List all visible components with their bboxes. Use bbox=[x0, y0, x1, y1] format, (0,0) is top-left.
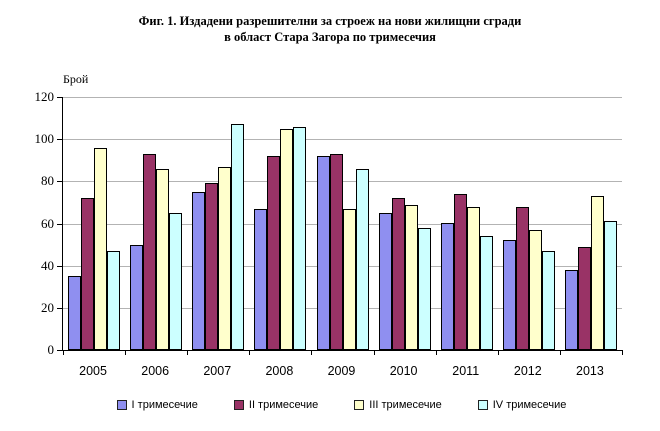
x-axis-tick bbox=[373, 350, 375, 355]
bar-2012-q2 bbox=[515, 207, 529, 350]
chart-title-line1: Фиг. 1. Издадени разрешителни за строеж … bbox=[138, 14, 522, 28]
bar-2005-q2 bbox=[81, 198, 95, 350]
bar-2012-q3 bbox=[528, 230, 542, 350]
bar-2006-q2 bbox=[143, 154, 157, 350]
bar-2008-q3 bbox=[280, 129, 294, 350]
y-tick-label-20: 20 bbox=[41, 299, 54, 315]
legend: I тримесечие II тримесечие III тримесечие I… bbox=[62, 399, 621, 411]
bar-2006-q4 bbox=[169, 213, 183, 350]
bar-2007-q4 bbox=[231, 124, 245, 350]
bar-2009-q1 bbox=[316, 156, 330, 350]
bar-2005-q4 bbox=[107, 251, 121, 350]
y-axis-tick bbox=[57, 223, 63, 225]
legend-label-q2: II тримесечие bbox=[248, 399, 319, 411]
x-axis-tick bbox=[311, 350, 313, 355]
x-axis-tick-labels: 2005 2006 2007 2008 2009 2010 2011 2012 2013 bbox=[62, 364, 621, 380]
bar-2011-q4 bbox=[479, 236, 493, 350]
chart-title: Фиг. 1. Издадени разрешителни за строеж … bbox=[0, 13, 660, 45]
x-axis-tick bbox=[435, 350, 437, 355]
x-tick-label-2009: 2009 bbox=[327, 364, 356, 378]
gridline-y100 bbox=[63, 139, 622, 141]
bar-2011-q1 bbox=[440, 223, 454, 350]
x-axis-tick bbox=[63, 350, 64, 355]
legend-label-q1: I тримесечие bbox=[131, 399, 198, 411]
x-tick-label-2007: 2007 bbox=[203, 364, 232, 378]
x-axis-tick bbox=[559, 350, 561, 355]
y-axis-tick bbox=[57, 181, 63, 183]
legend-swatch-q3 bbox=[354, 400, 365, 410]
bar-2006-q1 bbox=[130, 245, 144, 350]
bar-2013-q3 bbox=[590, 196, 604, 350]
bar-2013-q1 bbox=[564, 270, 578, 350]
bar-2008-q1 bbox=[254, 209, 268, 350]
legend-item-q4: IV тримесечие bbox=[477, 399, 567, 411]
bar-2011-q3 bbox=[466, 207, 480, 350]
bar-2010-q3 bbox=[404, 205, 418, 350]
legend-item-q3: III тримесечие bbox=[354, 399, 442, 411]
bar-2009-q2 bbox=[329, 154, 343, 350]
gridline-y120 bbox=[63, 97, 622, 98]
plot-area bbox=[57, 97, 623, 355]
legend-swatch-q2 bbox=[233, 400, 244, 410]
bar-2010-q2 bbox=[391, 198, 405, 350]
y-axis-tick-labels: 0 20 40 60 80 100 120 bbox=[16, 89, 55, 357]
bar-2006-q3 bbox=[156, 169, 170, 350]
y-axis-tick bbox=[57, 307, 63, 309]
x-tick-label-2013: 2013 bbox=[576, 364, 604, 378]
y-axis-tick bbox=[57, 350, 63, 351]
legend-swatch-q1 bbox=[116, 400, 127, 410]
y-axis-tick bbox=[57, 139, 63, 141]
y-axis-title: Брой bbox=[63, 72, 89, 86]
bar-2010-q4 bbox=[417, 228, 431, 350]
x-tick-label-2011: 2011 bbox=[452, 364, 480, 378]
legend-label-q3: III тримесечие bbox=[369, 399, 442, 411]
gridline-y80 bbox=[63, 181, 622, 183]
legend-item-q2: II тримесечие bbox=[233, 399, 319, 411]
x-tick-label-2006: 2006 bbox=[141, 364, 170, 378]
x-axis-tick bbox=[497, 350, 499, 355]
y-tick-label-60: 60 bbox=[41, 215, 54, 231]
y-tick-label-0: 0 bbox=[47, 342, 55, 357]
bar-2011-q2 bbox=[453, 194, 467, 350]
bar-2008-q4 bbox=[293, 127, 307, 350]
bar-2005-q1 bbox=[68, 276, 82, 350]
bar-2005-q3 bbox=[94, 148, 108, 350]
bar-2012-q4 bbox=[541, 251, 555, 350]
y-tick-label-80: 80 bbox=[41, 173, 54, 189]
x-tick-label-2005: 2005 bbox=[79, 364, 107, 378]
x-axis-tick bbox=[249, 350, 251, 355]
legend-swatch-q4 bbox=[477, 400, 488, 410]
chart-title-line2: в област Стара Загора по тримесечия bbox=[224, 30, 436, 44]
x-tick-label-2008: 2008 bbox=[265, 364, 294, 378]
y-axis-tick bbox=[57, 97, 63, 98]
bar-2010-q1 bbox=[378, 213, 392, 350]
y-axis-tick bbox=[57, 265, 63, 267]
y-tick-label-40: 40 bbox=[41, 257, 54, 273]
bar-2007-q1 bbox=[192, 192, 206, 350]
legend-item-q1: I тримесечие bbox=[116, 399, 198, 411]
bar-2012-q1 bbox=[502, 240, 516, 350]
x-tick-label-2010: 2010 bbox=[389, 364, 418, 378]
x-tick-label-2012: 2012 bbox=[513, 364, 542, 378]
y-tick-label-120: 120 bbox=[34, 89, 55, 104]
y-tick-label-100: 100 bbox=[34, 131, 55, 147]
bar-2013-q4 bbox=[603, 221, 617, 350]
bar-2013-q2 bbox=[577, 247, 591, 350]
bar-2008-q2 bbox=[267, 156, 281, 350]
bar-2009-q4 bbox=[355, 169, 369, 350]
x-axis-tick bbox=[622, 350, 623, 355]
bar-2007-q2 bbox=[205, 183, 219, 350]
x-axis-tick bbox=[187, 350, 189, 355]
bar-2007-q3 bbox=[218, 167, 232, 350]
legend-label-q4: IV тримесечие bbox=[492, 399, 567, 411]
bar-2009-q3 bbox=[342, 209, 356, 350]
x-axis-tick bbox=[125, 350, 127, 355]
